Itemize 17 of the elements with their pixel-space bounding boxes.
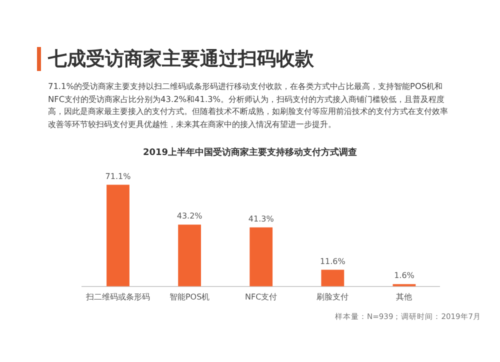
data-label: 43.2% (176, 212, 203, 221)
x-tick-label: 智能POS机 (169, 292, 210, 302)
chart-title: 七成受访商家主要通过扫码收款 (48, 47, 314, 72)
x-tick-label: 扫二维码或条形码 (85, 292, 150, 302)
chart-subtitle: 2019上半年中国受访商家主要支持移动支付方式调查 (142, 146, 358, 159)
data-label: 41.3% (248, 214, 274, 224)
x-tick-label: 刷脸支付 (316, 292, 349, 302)
x-tick-label: NFC支付 (245, 292, 278, 302)
data-label: 1.6% (394, 271, 415, 280)
bar (250, 227, 273, 286)
bar (106, 184, 130, 286)
bar (178, 224, 202, 286)
data-label: 11.6% (320, 256, 346, 266)
x-tick-label: 其他 (396, 292, 412, 302)
bar (321, 270, 344, 286)
text: 71.1%的受访商家主要支持以扫二维码或条形码进行移动支付收款，在各类方式中占比最高，支持智能POS机和NFC支付的受访商家占比分别为43.2%和41.3%。分析师认为，扫码支付的方式接入商铺门槛较低，且普及程度高，因此是商家最主要接入的支付方式。但随着技术不断成熟，如刷脸支付等应用前沿技术的支付方式在支付效率改善等环节较扫码支付更具优越性，未来其在商家中的接入情况有望进一步提升。 (48, 80, 449, 130)
data-label: 71.1% (105, 172, 132, 181)
